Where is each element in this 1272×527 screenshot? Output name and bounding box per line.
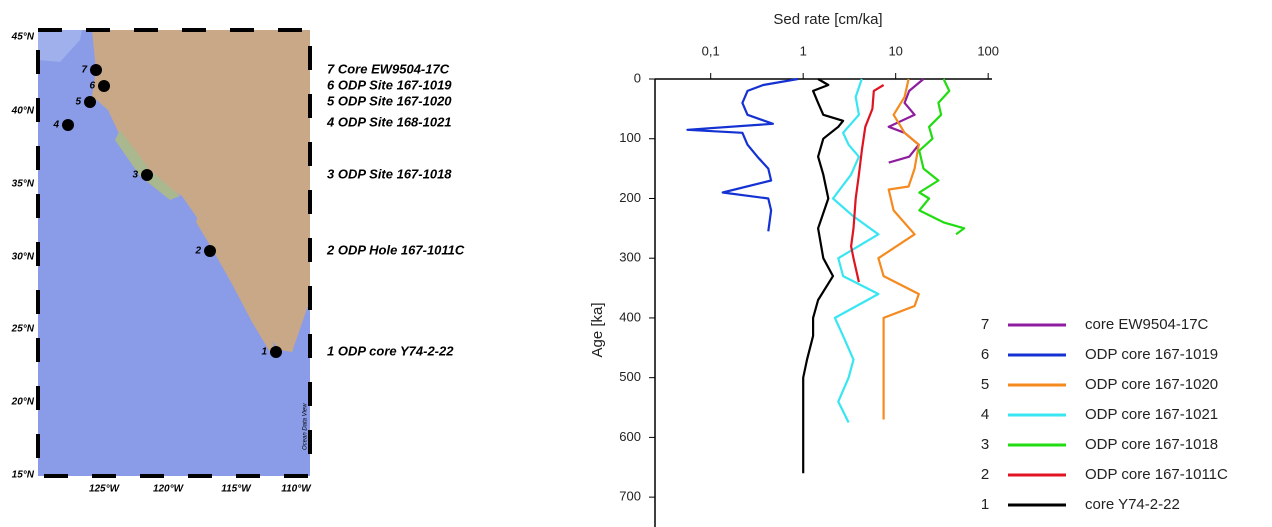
site-number: 3 [132,170,138,181]
legend-label: core Y74-2-22 [1085,496,1180,513]
lat-label: 15°N [12,470,35,481]
lon-label: 125°W [89,484,121,495]
legend-label: ODP core 167-1020 [1085,376,1218,393]
series-line [919,79,964,234]
site-label: 4 ODP Site 168-1021 [326,114,452,129]
y-tick-label: 600 [619,429,641,444]
x-tick-label: 10 [888,43,902,58]
site-number: 5 [75,97,81,108]
site-label: 2 ODP Hole 167-1011C [326,242,465,257]
x-tick-label: 1 [800,43,807,58]
site-marker [84,96,96,108]
lon-label: 110°W [281,484,312,495]
site-label: 6 ODP Site 167-1019 [327,77,452,92]
lat-label: 40°N [11,106,35,117]
site-label: 3 ODP Site 167-1018 [327,166,452,181]
y-tick-label: 300 [619,250,641,265]
legend-label: core EW9504-17C [1085,316,1209,333]
lat-label: 45°N [11,32,35,43]
x-tick-label: 100 [977,43,999,58]
chart-title: Sed rate [cm/ka] [773,11,882,28]
site-label: 7 Core EW9504-17C [327,61,450,76]
y-tick-label: 200 [619,190,641,205]
site-number: 2 [194,246,201,257]
y-tick-label: 400 [619,309,641,324]
site-number: 7 [81,65,87,76]
y-axis-label: Age [ka] [589,302,606,357]
legend-number: 4 [981,406,989,423]
lon-label: 115°W [221,484,252,495]
y-tick-label: 0 [634,70,641,85]
legend-label: ODP core 167-1018 [1085,436,1218,453]
series-line [851,85,884,282]
y-tick-label: 100 [619,130,641,145]
legend-label: ODP core 167-1021 [1085,406,1218,423]
site-marker [98,80,110,92]
legend-number: 6 [981,346,989,363]
x-tick-label: 0,1 [702,43,720,58]
legend-number: 7 [981,316,989,333]
site-label: 1 ODP core Y74-2-22 [327,343,454,358]
legend-label: ODP core 167-1019 [1085,346,1218,363]
figure: Ocean Data View Sed rate [cm/ka] Age [ka… [0,0,1272,527]
legend-number: 2 [981,466,989,483]
site-number: 4 [52,120,59,131]
series-line [803,79,843,473]
series-line [833,79,878,423]
lat-label: 35°N [12,179,35,190]
site-label: 5 ODP Site 167-1020 [327,93,452,108]
y-tick-label: 500 [619,369,641,384]
legend-label: ODP core 167-1011C [1085,466,1228,483]
lat-label: 20°N [11,397,35,408]
site-marker [62,119,74,131]
series-line [687,79,798,231]
chart: Sed rate [cm/ka] Age [ka] [589,11,883,358]
lat-label: 25°N [11,324,35,335]
site-number: 6 [89,81,95,92]
site-number: 1 [261,347,267,358]
legend-number: 3 [981,436,989,453]
map-credit: Ocean Data View [303,403,309,450]
site-marker [270,346,282,358]
site-marker [90,64,102,76]
legend-number: 5 [981,376,989,393]
y-tick-label: 700 [619,489,641,504]
lat-label: 30°N [12,252,35,263]
site-marker [204,245,216,257]
legend-number: 1 [981,496,989,513]
lon-label: 120°W [153,484,185,495]
site-marker [141,169,153,181]
